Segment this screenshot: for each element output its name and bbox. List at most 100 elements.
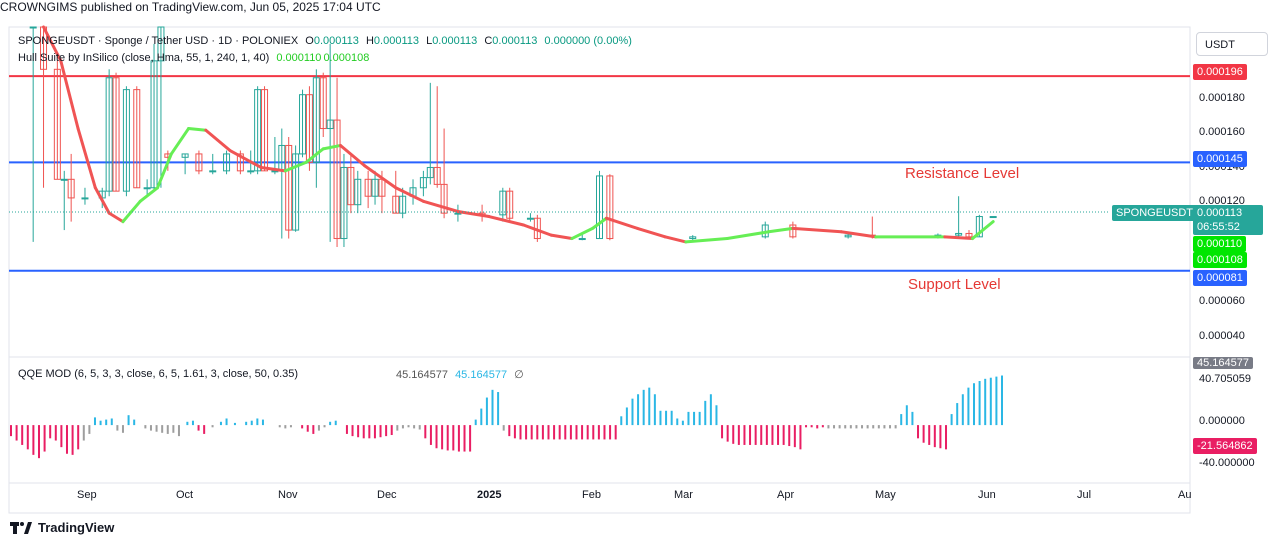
candle (506, 187, 514, 222)
candle-body (223, 153, 231, 172)
qqe-bar (502, 425, 505, 431)
qqe-bar (418, 425, 421, 430)
qqe-title[interactable]: QQE MOD (6, 5, 3, 3, close, 6, 5, 1.61, … (18, 368, 299, 380)
candle-body (285, 144, 293, 231)
hull-segment (204, 128, 232, 153)
hull-title[interactable]: Hull Suite by InSilico (close, Hma, 55, … (18, 52, 270, 64)
qqe-bar (278, 425, 281, 428)
qqe-bar (995, 376, 998, 426)
candle (364, 170, 372, 209)
time-axis-label: May (875, 489, 896, 501)
qqe-bar (928, 425, 931, 445)
hull-segment (549, 233, 574, 241)
qqe-bar (452, 425, 455, 451)
qqe-value-2: 45.164577 (455, 369, 508, 381)
candle-body (157, 26, 165, 62)
hull-segment (93, 186, 111, 215)
candle-body (254, 89, 262, 172)
red-line-price-tag: 0.000196 (1193, 64, 1247, 80)
currency-selector[interactable]: USDT (1196, 32, 1268, 56)
candle-body (105, 77, 113, 192)
time-axis-label: Dec (377, 489, 397, 501)
qqe-bar (709, 394, 712, 426)
qqe-bar (424, 425, 427, 439)
resistance-annotation: Resistance Level (905, 165, 1020, 182)
candle-body (433, 166, 441, 185)
qqe-bar (32, 425, 35, 455)
candle-body (689, 236, 697, 240)
qqe-bar (373, 425, 376, 439)
time-axis-label: Sep (77, 489, 97, 501)
tradingview-footer[interactable]: TradingView (10, 520, 114, 535)
candle (157, 26, 165, 188)
qqe-bar (105, 419, 108, 426)
candle-body (81, 197, 89, 200)
candle-body (150, 60, 158, 189)
candle (333, 77, 341, 247)
qqe-bar (541, 425, 544, 440)
qqe-bar (967, 387, 970, 426)
candle (285, 137, 293, 239)
qqe-bar (665, 410, 668, 426)
qqe-bar (491, 389, 494, 426)
candle-body (326, 119, 334, 130)
qqe-low-tag: -21.564862 (1193, 438, 1257, 454)
candle-body (299, 94, 307, 155)
qqe-bar (973, 383, 976, 426)
qqe-bar (917, 425, 920, 439)
candle-body (53, 68, 61, 180)
candle-body (364, 178, 372, 197)
candle-body (844, 234, 852, 238)
qqe-bar (547, 425, 550, 440)
candle-body (596, 175, 603, 240)
hull-segment (970, 220, 995, 241)
qqe-bar (536, 425, 539, 440)
qqe-bar (564, 425, 567, 440)
qqe-bar (984, 378, 987, 426)
candle-body (67, 178, 75, 199)
qqe-axis-zero: 0.000000 (1199, 415, 1245, 427)
low-label: L (426, 35, 433, 47)
symbol-title[interactable]: SPONGEUSDT · Sponge / Tether USD · 1D · … (18, 35, 299, 47)
candle (209, 153, 217, 175)
candle-body (989, 216, 997, 219)
qqe-bar (715, 405, 718, 426)
qqe-bar (581, 425, 584, 440)
time-axis-label: Feb (582, 489, 601, 501)
price-axis-label: 0.000060 (1199, 295, 1245, 307)
qqe-bar (950, 414, 953, 426)
candle (433, 86, 441, 188)
hull-segment (663, 235, 688, 244)
hull-segment (839, 230, 878, 239)
high-value: 0.000113 (373, 35, 419, 47)
qqe-bar (625, 407, 628, 426)
qqe-bar (866, 425, 869, 429)
candle (419, 170, 427, 197)
qqe-bar (99, 420, 102, 426)
candle (371, 170, 379, 205)
candle-body (29, 26, 37, 29)
candle (844, 233, 852, 239)
qqe-bar (166, 425, 169, 434)
qqe-bar (849, 425, 852, 429)
hull-segment (76, 127, 97, 190)
qqe-bar (457, 425, 460, 452)
qqe-bar (793, 425, 796, 448)
qqe-bar (508, 425, 511, 437)
qqe-bar (877, 425, 880, 429)
price-axis-label: 0.000120 (1199, 195, 1245, 207)
qqe-bar (121, 425, 124, 433)
price-axis-label: 0.000180 (1199, 92, 1245, 104)
qqe-bar (765, 425, 768, 445)
qqe-axis-bottom: -40.000000 (1199, 457, 1255, 469)
candle-body (578, 238, 586, 241)
hull-segment (283, 160, 308, 173)
qqe-bar (233, 422, 236, 426)
qqe-bar (43, 425, 46, 452)
qqe-bar (161, 425, 164, 433)
qqe-bar (306, 425, 309, 432)
qqe-bar (637, 394, 640, 426)
candle (340, 153, 348, 247)
qqe-bar (116, 425, 119, 431)
